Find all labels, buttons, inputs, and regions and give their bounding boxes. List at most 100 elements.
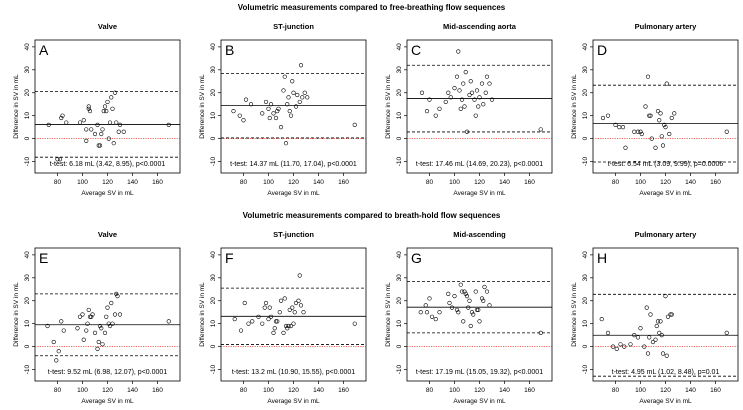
y-tick-label: 20 — [210, 297, 217, 305]
data-point — [95, 122, 100, 127]
data-point — [660, 351, 666, 356]
data-point — [424, 310, 430, 315]
data-point — [60, 113, 65, 118]
x-tick-label: 120 — [660, 387, 671, 394]
y-tick-label: 10 — [582, 320, 589, 328]
x-tick-label: 140 — [499, 387, 510, 394]
data-point — [660, 143, 666, 148]
data-point — [266, 316, 271, 322]
data-point — [653, 145, 658, 150]
y-tick-label: 20 — [582, 297, 589, 305]
x-axis-label: Average SV in mL — [267, 190, 320, 197]
data-point — [238, 328, 244, 333]
data-point — [463, 70, 468, 75]
data-point — [489, 97, 495, 102]
data-point — [469, 90, 475, 95]
data-point — [448, 95, 453, 100]
data-point — [278, 125, 284, 130]
x-tick-label: 100 — [77, 179, 88, 186]
stats-annotation: t-test: 9.52 mL (6.98, 12.07), p<0.0001 — [48, 369, 168, 376]
panel-d: Pulmonary artery 80 100 120 140 160 -10 0 10 20 30… — [571, 22, 739, 197]
data-point — [77, 120, 83, 125]
data-point — [456, 49, 461, 54]
x-tick-label: 160 — [152, 387, 163, 394]
data-point — [464, 294, 470, 299]
y-tick-label: 10 — [24, 112, 31, 120]
y-tick-label: -10 — [396, 156, 403, 166]
data-point — [275, 319, 280, 324]
x-tick-label: 120 — [474, 179, 485, 186]
x-tick-label: 100 — [263, 387, 274, 394]
data-point — [605, 330, 611, 335]
y-tick-label: 10 — [396, 320, 403, 328]
data-point — [482, 284, 487, 290]
data-point — [663, 294, 668, 299]
data-point — [283, 141, 289, 146]
data-point — [433, 316, 438, 322]
x-tick-label: 100 — [635, 387, 646, 394]
data-point — [97, 143, 103, 148]
stats-annotation: t-test: 6.54 mL (3.09, 9.99), p=0.0006 — [608, 161, 724, 168]
data-point — [107, 120, 113, 125]
y-tick-label: 10 — [396, 112, 403, 120]
data-point — [449, 305, 455, 310]
data-point — [243, 97, 249, 102]
data-point — [628, 342, 633, 347]
x-tick-label: 140 — [685, 179, 696, 186]
x-tick-label: 140 — [499, 179, 510, 186]
data-point — [638, 326, 643, 331]
y-tick-label: 40 — [396, 251, 403, 259]
data-point — [647, 335, 652, 340]
data-point — [479, 81, 485, 86]
data-point — [86, 106, 91, 111]
data-point — [471, 312, 476, 317]
data-point — [114, 120, 119, 125]
data-point — [639, 131, 644, 137]
y-axis-label: Difference in SV in mL — [13, 282, 20, 347]
data-point — [659, 134, 664, 139]
x-tick-label: 160 — [710, 179, 721, 186]
data-point — [622, 344, 627, 349]
data-point — [241, 118, 246, 123]
panel-title: Mid-ascending — [453, 230, 506, 239]
panel-letter: G — [411, 250, 422, 266]
data-point — [166, 319, 171, 324]
data-point — [474, 88, 480, 93]
data-point — [246, 321, 251, 326]
data-point — [658, 319, 663, 324]
data-point — [59, 319, 64, 324]
y-axis-label: Difference in SV in mL — [571, 74, 578, 139]
panel-letter: E — [39, 250, 48, 266]
data-point — [287, 108, 292, 114]
data-point — [484, 74, 490, 79]
data-point — [468, 79, 473, 84]
data-point — [260, 321, 265, 326]
y-tick-label: 30 — [396, 66, 403, 74]
data-point — [457, 88, 462, 93]
y-tick-label: 30 — [582, 274, 589, 282]
data-point — [77, 314, 83, 319]
x-axis-label: Average SV in mL — [639, 398, 692, 405]
x-tick-label: 80 — [240, 387, 248, 394]
y-tick-label: 30 — [396, 274, 403, 282]
data-point — [657, 118, 662, 123]
data-point — [102, 330, 108, 335]
data-point — [462, 289, 467, 294]
data-point — [46, 122, 51, 127]
data-point — [458, 282, 463, 287]
data-point — [267, 305, 272, 310]
data-point — [484, 289, 490, 294]
plot-frame — [34, 39, 181, 174]
panel-h: Pulmonary artery 80 100 120 140 160 -10 0 10 20 30… — [571, 230, 739, 405]
x-tick-label: 140 — [313, 179, 324, 186]
data-point — [452, 294, 457, 299]
data-point — [51, 339, 56, 345]
x-tick-label: 160 — [338, 179, 349, 186]
data-point — [437, 106, 442, 111]
data-point — [638, 129, 643, 134]
data-point — [285, 102, 290, 107]
data-point — [301, 310, 306, 315]
data-point — [617, 125, 622, 130]
x-tick-label: 140 — [127, 387, 138, 394]
data-point — [287, 307, 292, 313]
